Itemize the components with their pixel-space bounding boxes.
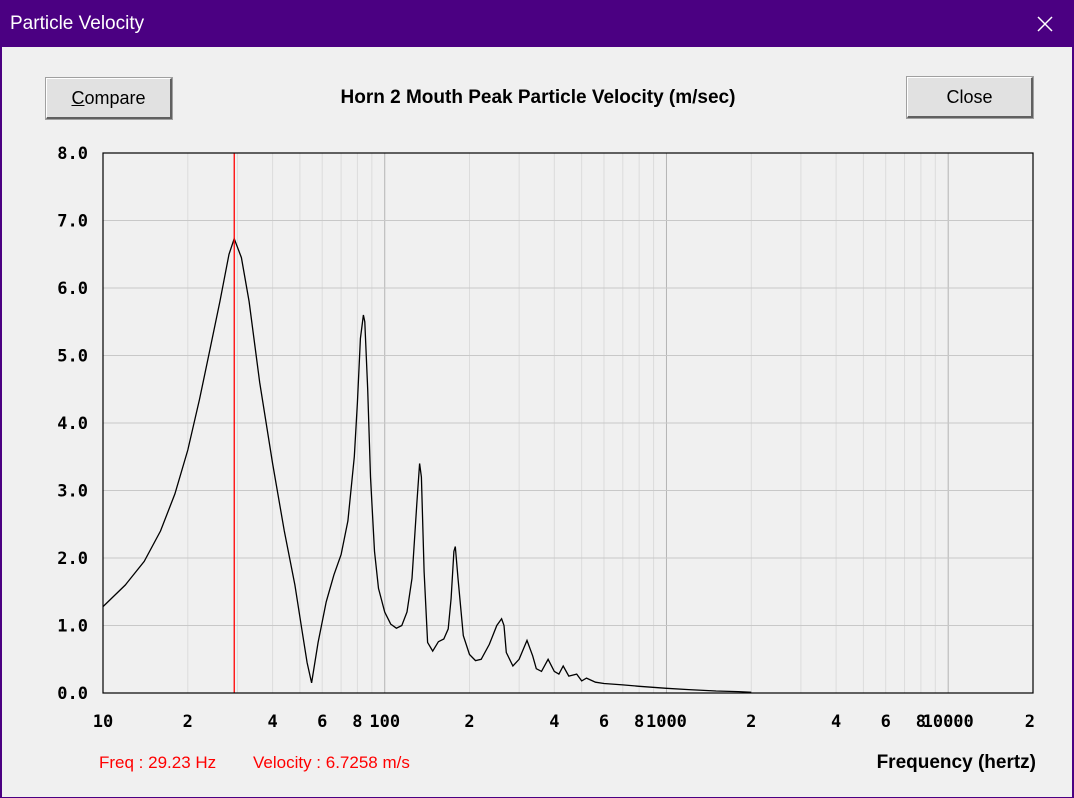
x-tick-label: 10 — [93, 712, 113, 732]
title-bar[interactable]: Particle Velocity — [1, 1, 1073, 47]
y-tick-label: 1.0 — [57, 617, 88, 637]
y-tick-label: 3.0 — [57, 482, 88, 502]
close-button[interactable]: Close — [906, 76, 1034, 119]
velocity-curve — [102, 236, 752, 693]
horizontal-gridlines — [103, 220, 1033, 626]
x-tick-label: 2 — [464, 712, 474, 732]
y-tick-label: 0.0 — [57, 684, 88, 704]
close-icon — [1037, 16, 1053, 32]
x-tick-label: 100 — [369, 712, 400, 732]
frequency-readout: Freq : 29.23 Hz — [99, 753, 217, 772]
x-tick-label: 2 — [746, 712, 756, 732]
window-close-button[interactable] — [1023, 5, 1067, 43]
x-axis-label: Frequency (hertz) — [876, 752, 1036, 773]
x-tick-label: 1000 — [646, 712, 687, 732]
close-label: Close — [946, 86, 993, 107]
x-tick-label: 4 — [267, 712, 277, 732]
x-tick-label: 6 — [599, 712, 609, 732]
y-tick-label: 8.0 — [57, 144, 88, 164]
y-tick-label: 7.0 — [57, 212, 88, 232]
x-tick-label: 8 — [634, 712, 644, 732]
plot-frame — [102, 152, 1034, 694]
x-tick-label: 6 — [881, 712, 891, 732]
compare-label: ompare — [84, 87, 146, 108]
x-tick-label: 8 — [916, 712, 926, 732]
compare-mnemonic: C — [71, 87, 85, 108]
chart-title: Horn 2 Mouth Peak Particle Velocity (m/s… — [340, 87, 736, 108]
x-tick-label: 2 — [183, 712, 193, 732]
window-title: Particle Velocity — [10, 13, 145, 34]
y-tick-label: 4.0 — [57, 414, 88, 434]
x-tick-label: 4 — [831, 712, 841, 732]
y-tick-label: 5.0 — [57, 347, 88, 367]
x-tick-label: 8 — [352, 712, 362, 732]
y-tick-label: 6.0 — [57, 279, 88, 299]
x-tick-label: 2 — [1025, 712, 1035, 732]
y-tick-labels: 0.0 1.0 2.0 3.0 4.0 5.0 6.0 7.0 8.0 — [57, 144, 88, 704]
x-tick-label: 10000 — [923, 712, 974, 732]
x-tick-label: 4 — [549, 712, 559, 732]
velocity-readout: Velocity : 6.7258 m/s — [253, 753, 410, 772]
chart-plot[interactable]: 0.0 1.0 2.0 3.0 4.0 5.0 6.0 7.0 8.0 10 2 4 6 8 100 2 4 6… — [2, 47, 1072, 737]
x-tick-label: 6 — [317, 712, 327, 732]
y-tick-label: 2.0 — [57, 549, 88, 569]
